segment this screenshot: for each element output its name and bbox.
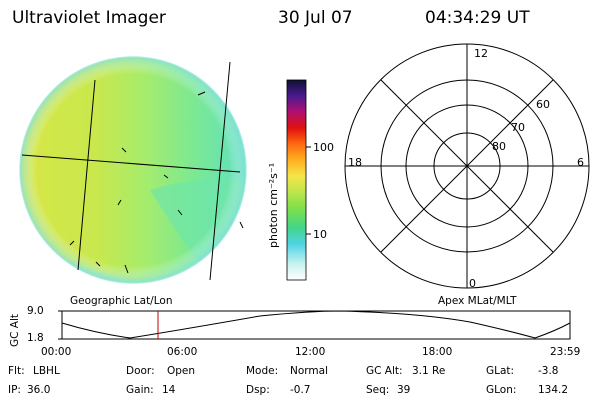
glat-label: GLat: xyxy=(486,365,515,377)
lat-label-70: 70 xyxy=(511,121,525,134)
colorbar-unit-label: photon cm⁻²s⁻¹ xyxy=(267,162,280,248)
colorbar-tick-label-10: 10 xyxy=(313,228,327,241)
colorbar xyxy=(286,79,311,281)
mode-value: Normal xyxy=(290,365,328,377)
dsp-label: Dsp: xyxy=(246,384,270,396)
door-label: Door: xyxy=(126,365,155,377)
apex-label: Apex MLat/MLT xyxy=(438,295,517,307)
gc-alt-value: 3.1 Re xyxy=(412,365,446,377)
uv-image xyxy=(19,56,247,284)
altitude-curve xyxy=(61,310,571,339)
door-value: Open xyxy=(167,365,196,377)
time-label: 04:34:29 UT xyxy=(425,8,530,28)
xtick-0000: 00:00 xyxy=(41,346,72,358)
glon-value: 134.2 xyxy=(538,384,569,396)
xtick-0600: 06:00 xyxy=(167,346,198,358)
flt-value: LBHL xyxy=(33,365,60,377)
xtick-2359: 23:59 xyxy=(550,346,581,358)
dsp-value: -0.7 xyxy=(290,384,311,396)
gc-alt-label: GC Alt: xyxy=(366,365,403,377)
ip-value: 36.0 xyxy=(27,384,51,396)
geographic-label: Geographic Lat/Lon xyxy=(70,295,173,307)
altitude-plot xyxy=(58,310,571,340)
seq-value: 39 xyxy=(397,384,411,396)
ip-label: IP: xyxy=(8,384,21,396)
instrument-title: Ultraviolet Imager xyxy=(12,8,166,28)
colorbar-tick-label-100: 100 xyxy=(313,141,334,154)
star-marks xyxy=(69,91,244,274)
xtick-1200: 12:00 xyxy=(295,346,326,358)
mlt-label-6: 6 xyxy=(577,156,584,169)
lat-label-60: 60 xyxy=(536,98,550,111)
mlt-label-18: 18 xyxy=(348,156,362,169)
gain-label: Gain: xyxy=(126,384,154,396)
altitude-ytick-1-8: 1.8 xyxy=(27,332,44,344)
gain-value: 14 xyxy=(162,384,176,396)
flt-label: Flt: xyxy=(8,365,25,377)
altitude-ylabel: GC Alt xyxy=(9,313,21,347)
mlt-label-12: 12 xyxy=(474,47,488,60)
glat-value: -3.8 xyxy=(538,365,559,377)
altitude-ytick-9: 9.0 xyxy=(27,305,44,317)
date-label: 30 Jul 07 xyxy=(278,8,353,28)
glon-label: GLon: xyxy=(486,384,517,396)
lat-label-80: 80 xyxy=(492,140,506,153)
mlt-label-0: 0 xyxy=(469,277,476,290)
seq-label: Seq: xyxy=(366,384,390,396)
mode-label: Mode: xyxy=(246,365,279,377)
xtick-1800: 18:00 xyxy=(422,346,453,358)
polar-plot xyxy=(344,43,590,289)
